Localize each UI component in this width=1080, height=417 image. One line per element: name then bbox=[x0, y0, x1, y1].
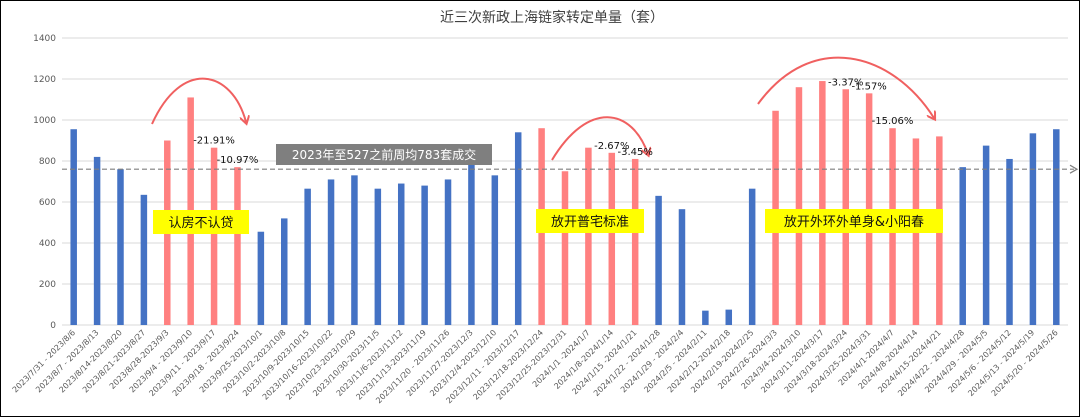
bar bbox=[982, 145, 990, 325]
bar bbox=[585, 147, 592, 325]
policy-box-label: 认房不认贷 bbox=[168, 215, 233, 231]
bar-data-label: -3.37% bbox=[828, 77, 863, 88]
bar-data-label: -1.57% bbox=[851, 81, 886, 92]
trend-arrow bbox=[151, 77, 246, 124]
average-line-arrowhead bbox=[1069, 164, 1079, 174]
trend-arrow bbox=[757, 56, 934, 118]
policy-box-label: 放开普宅标准 bbox=[551, 215, 629, 230]
bar bbox=[257, 231, 265, 325]
trend-arrow bbox=[551, 116, 648, 161]
bar bbox=[702, 310, 709, 325]
bar bbox=[374, 188, 382, 325]
grid-layer bbox=[62, 37, 1068, 326]
y-tick-label: 1000 bbox=[33, 116, 56, 126]
chart-title: 近三次新政上海链家转定单量（套） bbox=[440, 9, 664, 26]
bar bbox=[304, 188, 311, 325]
average-line-layer: 2023年至527之前周均783套成交 bbox=[62, 144, 1079, 174]
bar bbox=[421, 185, 428, 325]
bar bbox=[397, 183, 405, 325]
bar bbox=[819, 81, 826, 325]
bar bbox=[795, 87, 803, 325]
bar bbox=[281, 218, 288, 325]
bar bbox=[327, 179, 335, 325]
bar bbox=[1006, 158, 1013, 325]
bar-data-label: -3.45% bbox=[617, 147, 652, 158]
y-tick-label: 1400 bbox=[33, 34, 56, 44]
trend-arrow-layer bbox=[151, 56, 934, 161]
bar bbox=[561, 171, 569, 325]
bar-data-label: -10.97% bbox=[217, 155, 259, 166]
bar-label-layer: -21.91% -10.97% -2.67%-3.45% -3.37%-1.57% -1… bbox=[193, 77, 913, 166]
y-tick-label: 0 bbox=[50, 321, 56, 331]
bar bbox=[748, 188, 756, 325]
y-tick-label: 1200 bbox=[33, 75, 56, 85]
bar bbox=[655, 195, 662, 325]
bar bbox=[514, 132, 522, 325]
bar bbox=[210, 147, 218, 325]
bar bbox=[608, 152, 616, 325]
y-tick-label: 800 bbox=[39, 157, 56, 167]
y-tick-label: 200 bbox=[39, 280, 56, 290]
bar bbox=[959, 167, 966, 325]
bar bbox=[351, 175, 358, 325]
bar bbox=[842, 89, 849, 325]
policy-box bbox=[153, 210, 249, 234]
bar bbox=[444, 179, 452, 325]
bar-data-label: -15.06% bbox=[872, 116, 914, 127]
bar bbox=[70, 129, 77, 325]
policy-box bbox=[536, 209, 644, 233]
bar bbox=[468, 161, 475, 325]
bar bbox=[234, 167, 241, 325]
y-tick-label: 400 bbox=[39, 239, 56, 249]
y-tick-label: 600 bbox=[39, 198, 56, 208]
bar bbox=[725, 309, 733, 325]
bar bbox=[1029, 133, 1037, 325]
y-axis-ticks: 0 200 400 600 800 1000 1200 1400 bbox=[33, 34, 56, 331]
bar-data-label: -21.91% bbox=[193, 136, 235, 147]
average-label: 2023年至527之前周均783套成交 bbox=[292, 147, 476, 162]
bar bbox=[93, 156, 101, 325]
bar bbox=[631, 158, 639, 325]
bar bbox=[678, 209, 686, 325]
policy-box-label: 放开外环外单身&小阳春 bbox=[784, 214, 924, 230]
bar bbox=[140, 194, 148, 325]
bar bbox=[117, 169, 124, 325]
policy-box-layer: 认房不认贷 放开普宅标准 放开外环外单身&小阳春 bbox=[153, 209, 943, 234]
bar bbox=[491, 175, 499, 325]
bar-data-label: -2.67% bbox=[594, 141, 629, 152]
bar bbox=[1053, 129, 1060, 325]
policy-box bbox=[765, 209, 943, 233]
average-label-box bbox=[276, 144, 492, 165]
